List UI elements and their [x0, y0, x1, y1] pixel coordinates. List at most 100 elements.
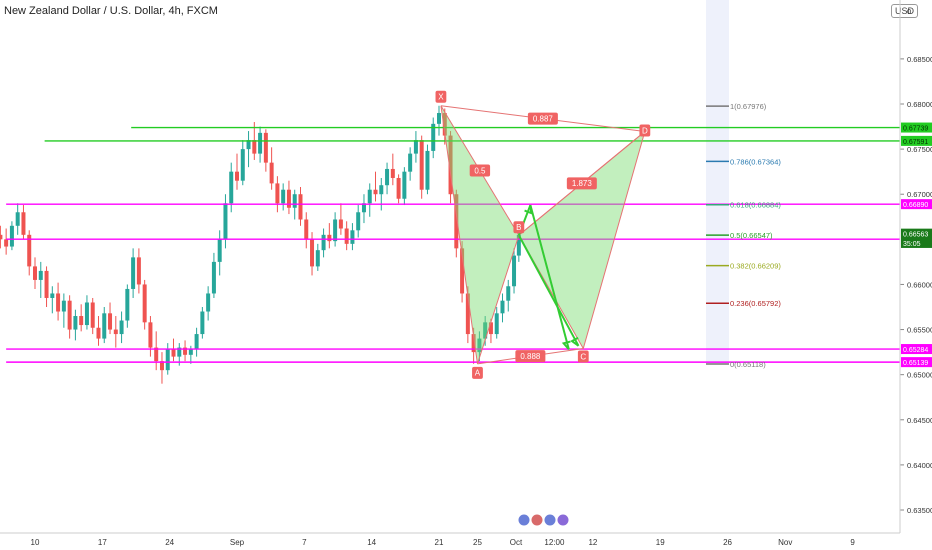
economic-event-icon-circle[interactable]	[556, 513, 570, 527]
fib-level-label: 0.5(0.66547)	[730, 231, 773, 240]
y-tick-label: 0.68000	[907, 100, 932, 109]
y-tick-top-label: 0	[907, 7, 911, 16]
ratio-label-text: 1.873	[572, 179, 593, 188]
point-label-x-bg	[435, 90, 447, 103]
candle-body	[102, 313, 107, 339]
candle	[50, 286, 55, 314]
y-tick-label: 0.67500	[907, 145, 932, 154]
candle	[131, 248, 136, 298]
candle	[425, 144, 430, 195]
candle	[506, 279, 511, 312]
economic-event-icon-circle[interactable]	[517, 513, 531, 527]
candle	[367, 183, 372, 217]
candle	[373, 171, 378, 202]
candle	[206, 286, 211, 321]
candle-body	[419, 140, 424, 190]
x-tick-label: Sep	[230, 538, 245, 547]
candle-body	[21, 212, 26, 235]
price-axis-label-text: 0.67739	[903, 126, 928, 133]
point-label-a-bg	[472, 366, 483, 379]
candle-body	[367, 189, 372, 204]
x-tick-label: 12:00	[544, 538, 565, 547]
candle-body	[483, 322, 488, 339]
point-label-x: X	[435, 90, 447, 103]
candle-body	[229, 171, 234, 204]
candle	[217, 230, 222, 276]
candle-body	[448, 135, 453, 195]
candle-body	[344, 228, 349, 244]
candle-body	[73, 316, 78, 330]
candle-body	[183, 347, 188, 355]
y-tick-label: 0.68500	[907, 55, 932, 64]
x-tick-label: 21	[435, 538, 444, 547]
candle-body	[327, 234, 332, 242]
ratio-label-bg	[566, 177, 597, 190]
fib-background	[706, 0, 729, 365]
candle-body	[390, 168, 395, 178]
candle-body	[131, 257, 136, 289]
price-axis-label-bg	[901, 344, 932, 355]
x-tick-label: 24	[165, 538, 174, 547]
currency-button[interactable]: USD	[890, 4, 918, 18]
candle	[269, 147, 274, 190]
candle-body	[67, 300, 72, 330]
price-axis-label-text: 0.65284	[903, 347, 928, 354]
candle	[108, 302, 113, 335]
y-tick-label: 0.67000	[907, 190, 932, 199]
candle	[235, 153, 239, 190]
current-price-label-text: 35:05	[903, 241, 921, 248]
candle-body	[142, 284, 147, 323]
y-tick-label: 0.65500	[907, 326, 932, 335]
candle	[194, 327, 199, 357]
projection-arrowhead	[561, 340, 571, 351]
economic-event-icon-circle[interactable]	[543, 513, 557, 527]
candle-body	[108, 313, 113, 330]
candle-body	[356, 212, 361, 231]
candle-body	[188, 349, 193, 355]
candle-body	[90, 302, 95, 328]
candle-body	[310, 239, 315, 267]
candle	[183, 340, 188, 362]
candle	[44, 266, 49, 307]
point-label-b: B	[513, 221, 525, 234]
candle	[102, 307, 107, 344]
candle-body	[252, 140, 257, 154]
economic-event-icon-circle[interactable]	[530, 513, 544, 527]
fib-level-label: 0(0.65118)	[730, 360, 766, 369]
candle-body	[488, 322, 493, 335]
economic-event-icon[interactable]	[543, 513, 557, 527]
pattern-triangle-xab	[440, 105, 520, 364]
candle	[263, 129, 268, 172]
candle	[298, 187, 303, 226]
candle	[396, 174, 401, 204]
candle	[165, 343, 170, 375]
candle	[512, 248, 517, 294]
candle-body	[269, 162, 274, 184]
point-label-d-text: D	[642, 126, 648, 135]
candle	[338, 203, 343, 235]
candle	[119, 311, 124, 344]
candle-body	[292, 194, 297, 208]
candle	[361, 194, 366, 224]
candle-body	[165, 349, 170, 371]
candle	[500, 293, 505, 323]
candle	[84, 295, 89, 330]
candle	[56, 282, 61, 321]
candle-body	[194, 334, 199, 350]
candle	[454, 189, 459, 258]
candle-body	[171, 349, 176, 357]
candle-body	[9, 225, 14, 247]
candle	[350, 223, 355, 251]
candle-body	[454, 194, 459, 249]
candle	[275, 176, 280, 213]
economic-event-icon[interactable]	[530, 513, 544, 527]
economic-event-icon[interactable]	[517, 513, 531, 527]
x-tick-label: 12	[588, 538, 597, 547]
candle-body	[333, 219, 338, 242]
price-axis-label: 0.67739	[901, 122, 932, 133]
point-label-x-text: X	[438, 93, 444, 102]
candle	[477, 331, 482, 362]
economic-event-icon[interactable]	[556, 513, 570, 527]
candle	[73, 309, 78, 341]
